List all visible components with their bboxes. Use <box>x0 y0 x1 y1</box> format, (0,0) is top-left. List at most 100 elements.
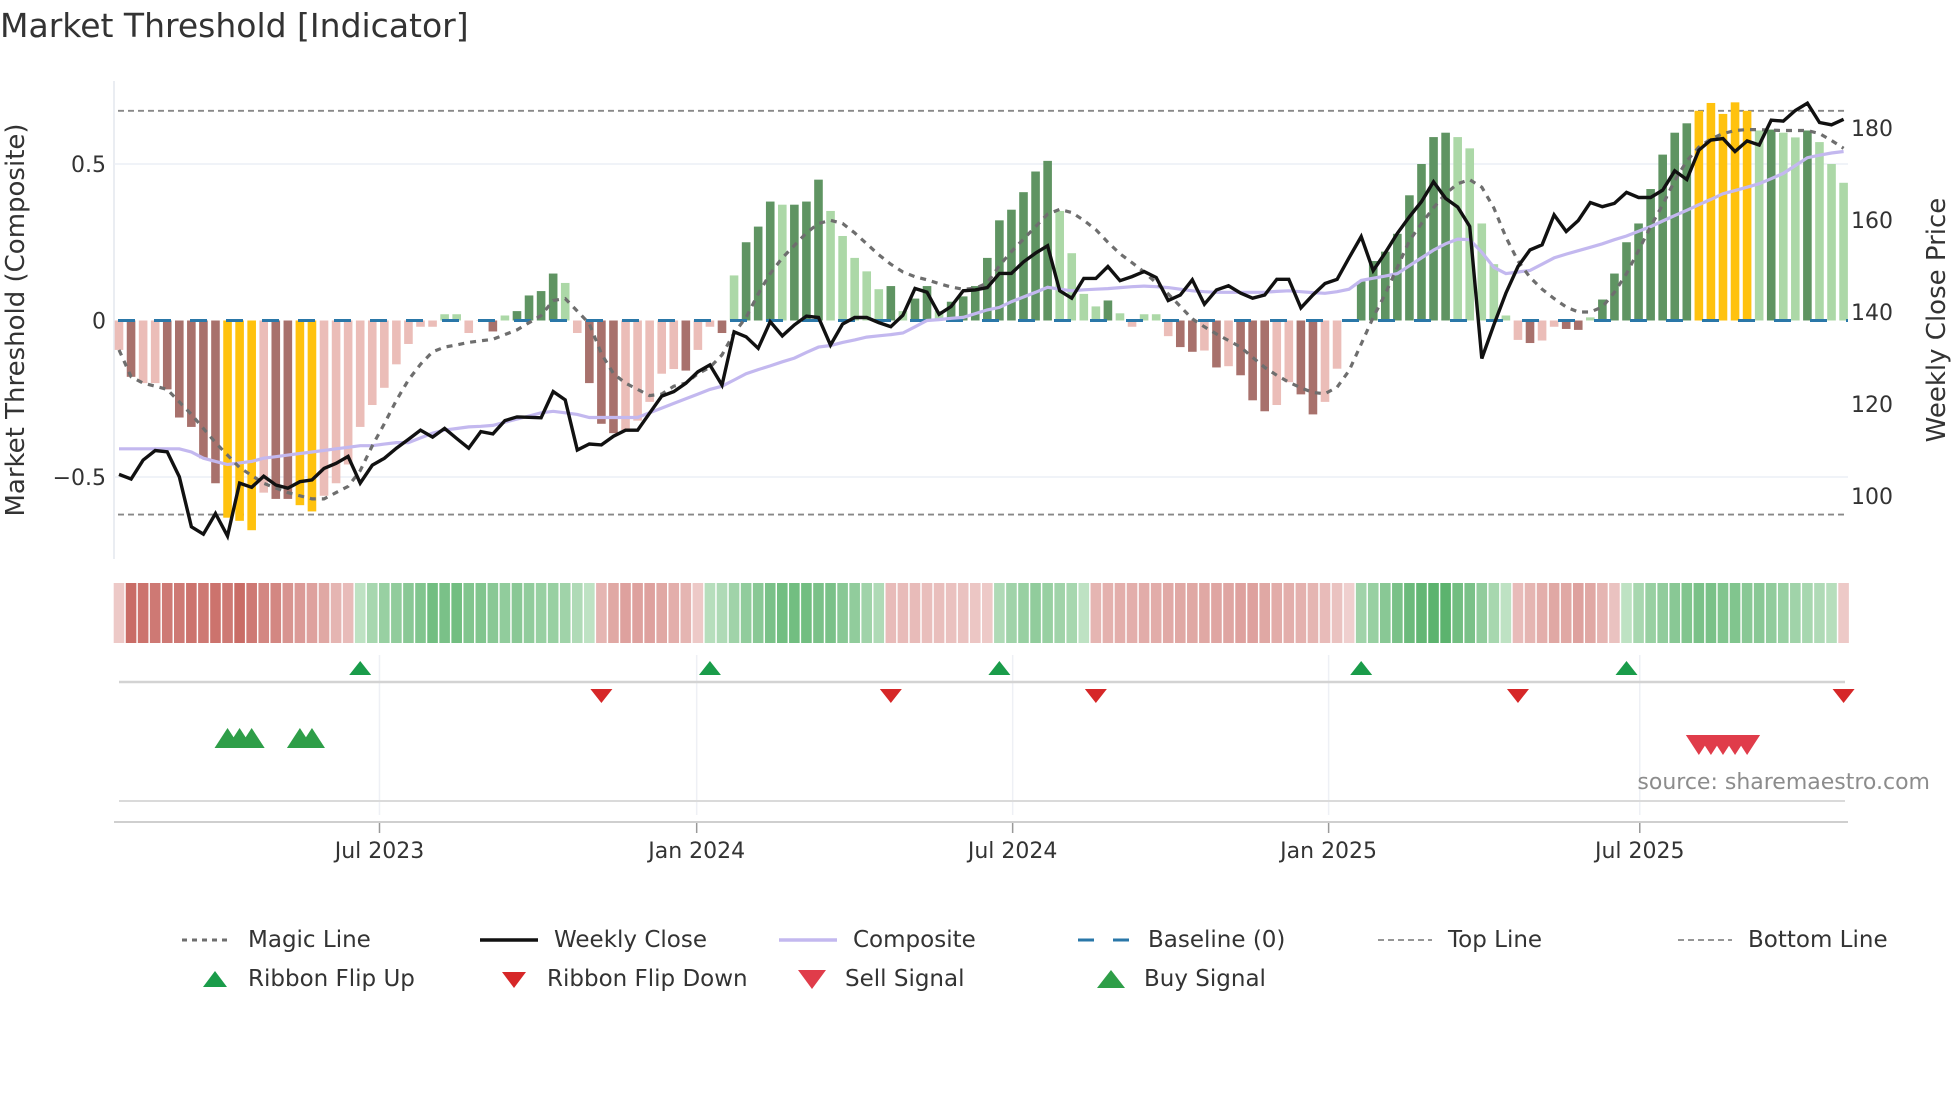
ribbon-cell <box>1633 583 1644 643</box>
histogram-bar <box>1212 320 1221 368</box>
right-tick-label: 180 <box>1851 117 1893 142</box>
ribbon-cell <box>982 583 993 643</box>
ribbon-cell <box>1814 583 1825 643</box>
ribbon-cell <box>849 583 860 643</box>
histogram-bar <box>862 271 872 321</box>
histogram-bar <box>1586 317 1595 321</box>
right-tick-label: 120 <box>1851 393 1893 418</box>
histogram-bar <box>524 295 534 321</box>
histogram-bar <box>1151 314 1161 321</box>
histogram-bar <box>1513 320 1523 340</box>
histogram-bar <box>910 298 920 321</box>
histogram-bar <box>138 320 148 384</box>
histogram-bar <box>1405 195 1414 321</box>
histogram-bar <box>657 320 666 374</box>
histogram-bar <box>1658 154 1667 321</box>
legend-label: Bottom Line <box>1748 927 1888 953</box>
histogram-bar <box>271 320 281 499</box>
ribbon-cell <box>813 583 824 643</box>
histogram-bar <box>1272 320 1282 406</box>
histogram-bar <box>693 320 703 350</box>
ribbon-cell <box>644 583 655 643</box>
ribbon-cell <box>1416 583 1427 643</box>
histogram-bar <box>404 320 413 344</box>
ribbon-cell <box>1777 583 1789 643</box>
ribbon-cell <box>1681 583 1693 643</box>
ribbon-cell <box>1597 583 1608 643</box>
ribbon-cell <box>1138 583 1150 643</box>
histogram-bar <box>126 320 136 377</box>
histogram-bar <box>1453 137 1462 321</box>
ribbon-cell <box>704 583 716 643</box>
histogram-bar <box>1549 320 1559 327</box>
histogram-bar <box>464 320 474 334</box>
y-axis-left-label: Market Threshold (Composite) <box>1 123 31 517</box>
ribbon-cell <box>1319 583 1331 643</box>
ribbon-cell <box>1030 583 1041 643</box>
ribbon-cell <box>379 583 390 643</box>
ribbon-flip-down-marker <box>1832 689 1855 703</box>
histogram-bar <box>536 291 546 321</box>
histogram-bar <box>1598 299 1607 321</box>
legend-item-magic-line: Magic Line <box>180 925 371 955</box>
histogram-bar <box>621 320 630 431</box>
histogram-bar <box>1477 223 1487 321</box>
gray-dashed-line-icon <box>1378 939 1432 941</box>
ribbon-cell <box>523 583 535 643</box>
ribbon-cell <box>234 583 245 643</box>
ribbon-cell <box>1621 583 1632 643</box>
ribbon-cell <box>789 583 800 643</box>
histogram-bar <box>1573 320 1583 330</box>
histogram-bar <box>1007 209 1016 321</box>
histogram-bar <box>633 320 642 421</box>
histogram-bar <box>392 320 401 365</box>
histogram-bar <box>1694 110 1704 321</box>
histogram-bar <box>1188 320 1197 352</box>
histogram-bar <box>729 275 739 321</box>
histogram-bar <box>1561 320 1571 329</box>
ribbon-cell <box>1464 583 1476 643</box>
histogram-bar <box>1284 320 1294 383</box>
ribbon-cell <box>1018 583 1029 643</box>
ribbon-cell <box>692 583 704 643</box>
histogram-bar <box>1778 132 1788 321</box>
ribbon-cell <box>186 583 197 643</box>
ribbon-flip-down-marker <box>590 689 613 703</box>
histogram-bar <box>162 320 172 390</box>
ribbon-cell <box>198 583 209 643</box>
histogram-bar <box>886 286 896 321</box>
histogram-bar <box>1115 313 1125 321</box>
legend-item-baseline: Baseline (0) <box>1078 925 1285 955</box>
histogram-bar <box>609 320 618 434</box>
histogram-bar <box>307 320 317 512</box>
histogram-bar <box>1429 137 1438 321</box>
ribbon-cell <box>547 583 559 643</box>
legend-label: Top Line <box>1448 927 1543 953</box>
ribbon-cell <box>969 583 981 643</box>
histogram-bar <box>247 320 256 531</box>
ribbon-cell <box>1717 583 1729 643</box>
histogram-bar <box>199 320 208 459</box>
ribbon-cell <box>1500 583 1512 643</box>
histogram-bar <box>1634 223 1643 321</box>
histogram-bar <box>187 320 196 427</box>
ribbon-cell <box>1307 583 1319 643</box>
histogram-bar <box>1537 320 1547 341</box>
ribbon-cell <box>1440 583 1451 643</box>
histogram-bar <box>1622 242 1631 321</box>
legend-label: Ribbon Flip Up <box>248 966 415 992</box>
histogram-bar <box>428 320 437 327</box>
ribbon-cell <box>125 583 137 643</box>
ribbon-cell <box>837 583 848 643</box>
ribbon-cell <box>897 583 909 643</box>
histogram-bar <box>1067 253 1077 321</box>
ribbon-cell <box>571 583 583 643</box>
right-tick-label: 100 <box>1851 485 1893 510</box>
ribbon-cell <box>1802 583 1813 643</box>
ribbon-cell <box>1343 583 1355 643</box>
histogram-bar <box>669 320 679 370</box>
ribbon-flip-up-marker <box>349 661 372 675</box>
histogram-bar <box>380 320 389 388</box>
ribbon-cell <box>584 583 595 643</box>
ribbon-cell <box>1765 583 1777 643</box>
